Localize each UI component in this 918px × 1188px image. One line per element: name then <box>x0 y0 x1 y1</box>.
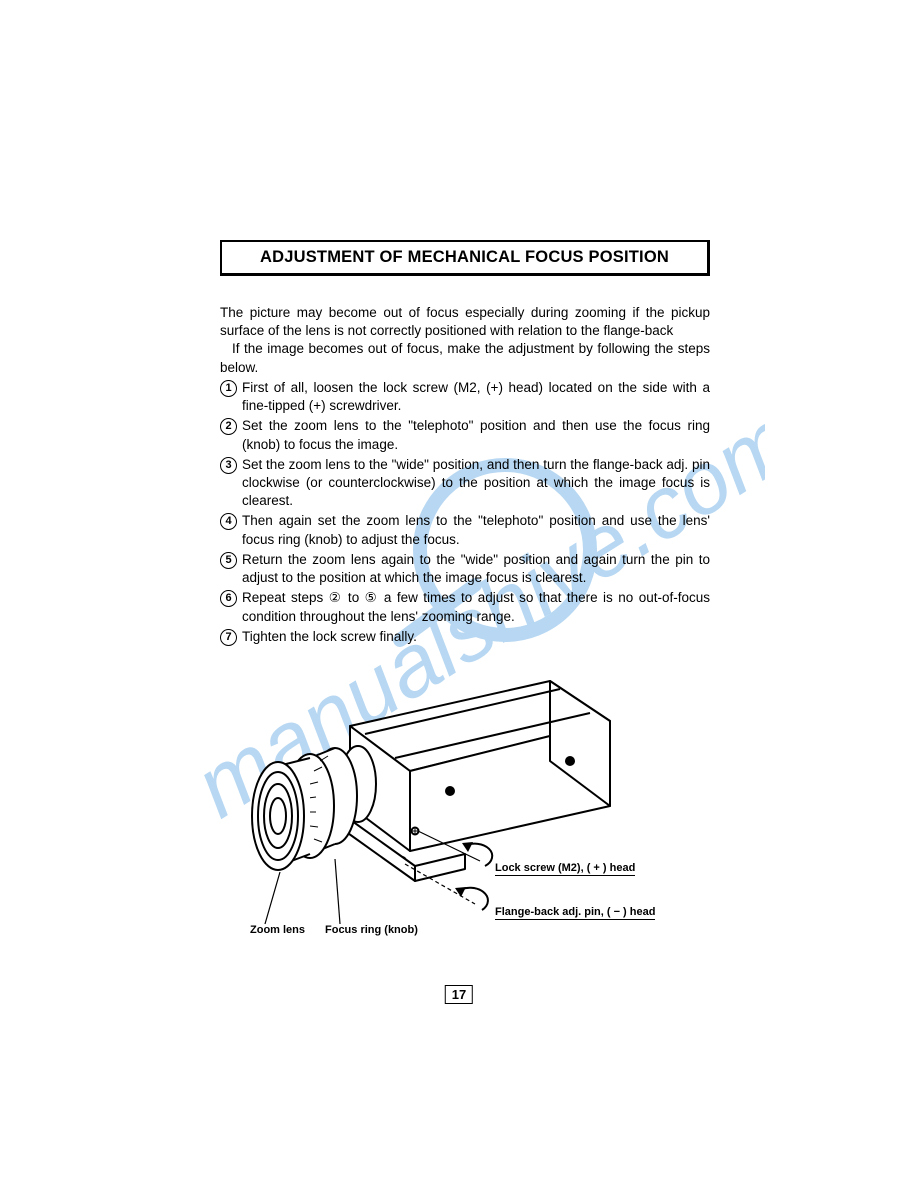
step-number-icon: 4 <box>220 513 237 530</box>
step-text: Set the zoom lens to the "telephoto" pos… <box>242 417 710 453</box>
step-text: First of all, loosen the lock screw (M2,… <box>242 379 710 415</box>
callout-zoom-lens: Zoom lens <box>250 924 305 936</box>
step-number-icon: 6 <box>220 590 237 607</box>
callout-lock-screw: Lock screw (M2), ( + ) head <box>495 862 635 874</box>
callout-focus-ring: Focus ring (knob) <box>325 924 418 936</box>
step-text: Repeat steps ② to ⑤ a few times to adjus… <box>242 589 710 625</box>
step-3: 3 Set the zoom lens to the "wide" positi… <box>220 456 710 511</box>
step-number-icon: 2 <box>220 418 237 435</box>
step-4: 4 Then again set the zoom lens to the "t… <box>220 512 710 548</box>
step-text: Tighten the lock screw finally. <box>242 628 710 646</box>
page-number: 17 <box>445 985 473 1004</box>
step-2: 2 Set the zoom lens to the "telephoto" p… <box>220 417 710 453</box>
step-6: 6 Repeat steps ② to ⑤ a few times to adj… <box>220 589 710 625</box>
step-7: 7 Tighten the lock screw finally. <box>220 628 710 646</box>
intro-paragraph-2: If the image becomes out of focus, make … <box>220 340 710 376</box>
callout-flange-pin: Flange-back adj. pin, ( − ) head <box>495 906 655 918</box>
section-title: ADJUSTMENT OF MECHANICAL FOCUS POSITION <box>220 240 710 276</box>
manual-page: ADJUSTMENT OF MECHANICAL FOCUS POSITION … <box>220 240 710 966</box>
step-number-icon: 3 <box>220 457 237 474</box>
intro-paragraph-1: The picture may become out of focus espe… <box>220 304 710 340</box>
step-text: Return the zoom lens again to the "wide"… <box>242 551 710 587</box>
step-text: Set the zoom lens to the "wide" position… <box>242 456 710 511</box>
step-number-icon: 7 <box>220 629 237 646</box>
step-text: Then again set the zoom lens to the "tel… <box>242 512 710 548</box>
step-1: 1 First of all, loosen the lock screw (M… <box>220 379 710 415</box>
camera-diagram: Zoom lens Focus ring (knob) Lock screw (… <box>220 666 710 966</box>
step-number-icon: 1 <box>220 380 237 397</box>
step-number-icon: 5 <box>220 552 237 569</box>
step-5: 5 Return the zoom lens again to the "wid… <box>220 551 710 587</box>
